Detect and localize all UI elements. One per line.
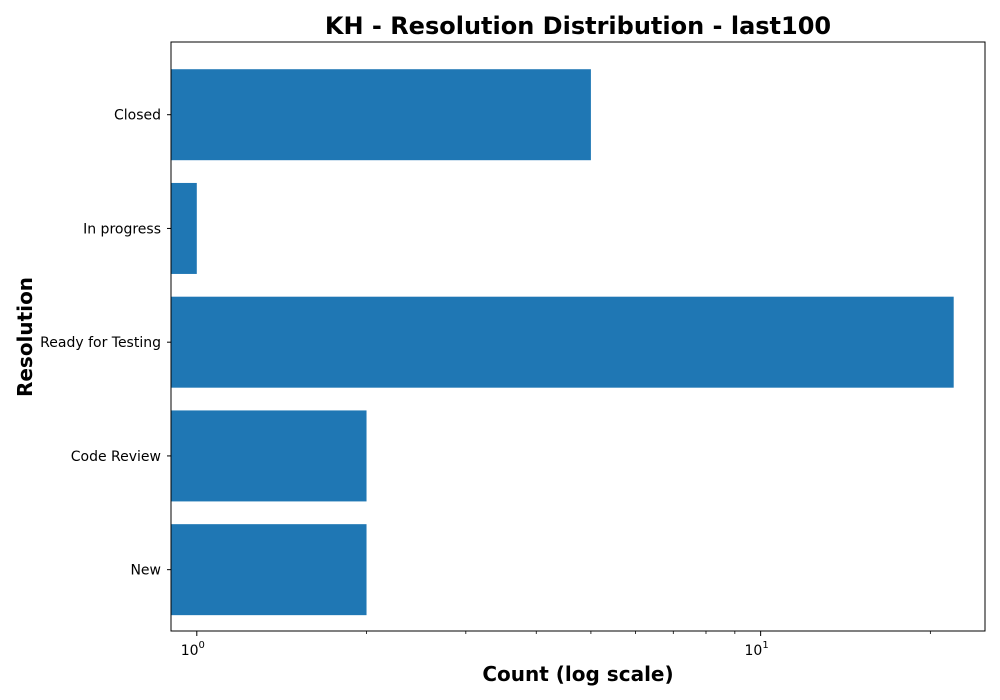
plot-area [170, 41, 986, 632]
x-axis-ticks: 100 101 [181, 631, 931, 659]
bar-new [171, 524, 367, 616]
bar-in-progress [171, 182, 197, 274]
y-tick-label: New [130, 563, 161, 579]
y-tick-label: In progress [83, 221, 161, 237]
x-tick-label: 100 [181, 640, 205, 659]
y-axis-label: Resolution [13, 277, 37, 397]
x-tick-label: 101 [745, 640, 769, 659]
chart-title: KH - Resolution Distribution - last100 [325, 12, 831, 40]
bar-code-review [171, 410, 367, 502]
bar-closed [171, 69, 591, 161]
bars-group [171, 69, 954, 616]
bar-ready-for-testing [171, 296, 954, 388]
plot-frame [170, 41, 986, 632]
y-tick-label: Code Review [71, 449, 161, 465]
y-axis-ticks: Closed In progress Ready for Testing Code R… [40, 108, 171, 579]
y-tick-label: Closed [114, 108, 161, 124]
y-tick-label: Ready for Testing [40, 335, 161, 351]
x-axis-label: Count (log scale) [482, 662, 673, 686]
